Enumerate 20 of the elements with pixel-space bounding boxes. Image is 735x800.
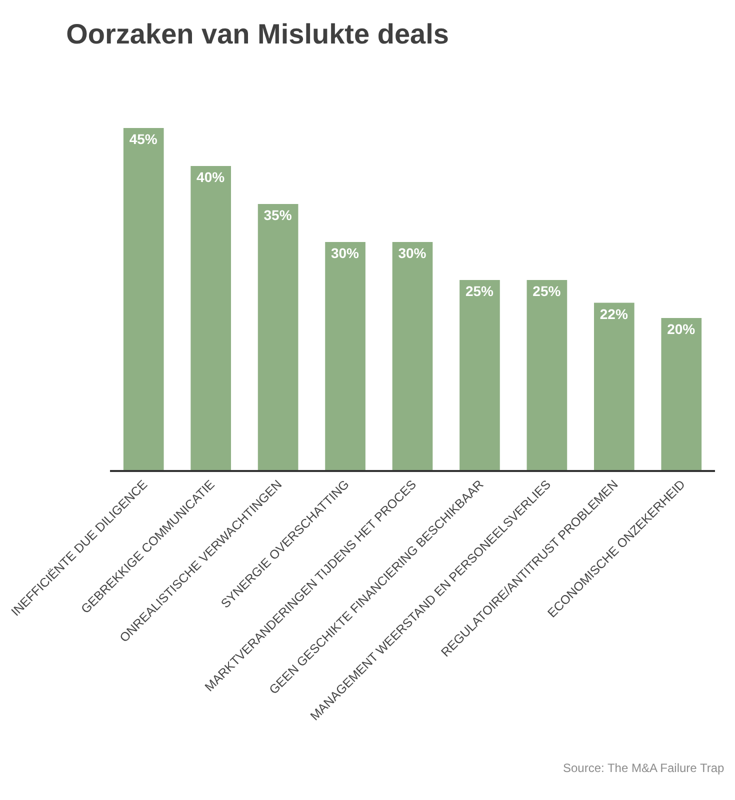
bar <box>594 302 634 470</box>
bar <box>123 128 164 470</box>
data-label: 30% <box>330 245 360 261</box>
data-label: 30% <box>398 245 427 261</box>
data-label: 25% <box>465 283 494 299</box>
chart-title: Oorzaken van Mislukte deals <box>66 18 449 50</box>
source-note: Source: The M&A Failure Trap <box>563 761 725 775</box>
bar <box>392 242 433 470</box>
bar <box>460 280 500 470</box>
data-label: 35% <box>264 207 292 223</box>
bar <box>325 242 366 470</box>
bar <box>526 280 568 470</box>
data-label: 40% <box>196 169 226 185</box>
data-label: 45% <box>129 131 158 147</box>
bar <box>190 166 231 470</box>
data-label: 20% <box>667 321 696 337</box>
data-label: 25% <box>532 283 562 299</box>
bar <box>661 318 702 470</box>
data-label: 22% <box>600 306 628 322</box>
bar <box>258 204 298 470</box>
